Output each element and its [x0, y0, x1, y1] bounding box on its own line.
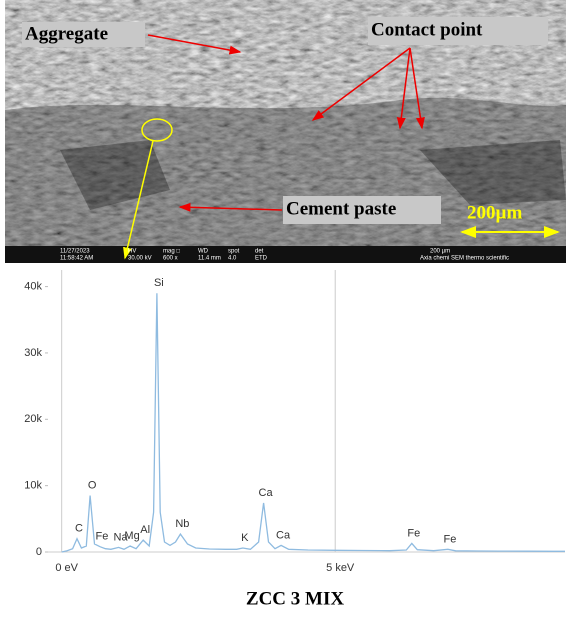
- y-tick-label: 30k: [24, 347, 42, 359]
- info-text: WD: [198, 249, 209, 255]
- info-text: 600 x: [163, 256, 178, 262]
- info-text: 11:58:42 AM: [60, 256, 93, 262]
- y-tick-label: 0: [36, 546, 42, 558]
- peak-label: Mg: [124, 530, 139, 542]
- info-text: mag □: [163, 249, 180, 255]
- peak-label: C: [75, 523, 83, 535]
- peak-label: Fe: [407, 527, 420, 539]
- page: {"image": {"labels": {"aggregate": "Aggr…: [0, 0, 571, 613]
- peak-label: Ca: [276, 529, 291, 541]
- label: Aggregate: [25, 23, 108, 44]
- spectrum-line: [62, 293, 565, 552]
- peak-label: Si: [154, 277, 164, 289]
- y-tick-label: 10k: [24, 480, 42, 492]
- label: Contact point: [371, 19, 483, 40]
- peak-label: Al: [140, 524, 150, 536]
- peak-label: K: [241, 532, 249, 544]
- x-tick-label: 5 keV: [326, 562, 355, 574]
- x-tick-label: 0 eV: [55, 562, 78, 574]
- scale-label: 200µm: [467, 202, 522, 223]
- info-text: det: [255, 249, 264, 255]
- y-tick-label: 20k: [24, 413, 42, 425]
- label: Cement paste: [286, 198, 396, 219]
- info-text: spot: [228, 249, 240, 255]
- sem-image: Aggregate Contact point Cement paste 200…: [5, 0, 566, 263]
- info-text: 11.4 mm: [198, 256, 221, 262]
- figure: Aggregate Contact point Cement paste 200…: [0, 0, 571, 613]
- peak-label: O: [88, 480, 97, 492]
- peak-label: Nb: [175, 518, 189, 530]
- info-text: 200 µm: [430, 249, 450, 255]
- y-tick-label: 40k: [24, 280, 42, 292]
- peak-label: Fe: [444, 533, 457, 545]
- info-text: Axia chemi SEM thermo scientific: [420, 256, 509, 262]
- peak-label: Ca: [259, 487, 274, 499]
- info-text: 4.0: [228, 256, 237, 262]
- peak-label: Fe: [96, 531, 109, 543]
- info-text: 11/27/2023: [60, 249, 90, 255]
- caption: ZCC 3 MIX: [246, 588, 344, 609]
- info-text: HV: [128, 249, 136, 255]
- info-text: 30.00 kV: [128, 256, 152, 262]
- info-text: ETD: [255, 256, 268, 262]
